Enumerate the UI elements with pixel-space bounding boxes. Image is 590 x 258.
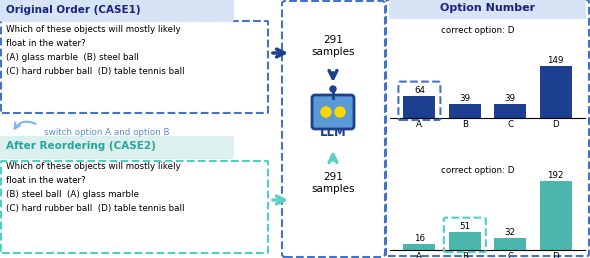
Text: switch option A and option B: switch option A and option B (44, 128, 169, 137)
Text: (A) glass marble  (B) steel ball: (A) glass marble (B) steel ball (6, 53, 139, 62)
Text: float in the water?: float in the water? (6, 176, 86, 185)
Text: 291
samples: 291 samples (312, 35, 355, 57)
Bar (404, 244, 435, 250)
Bar (494, 238, 526, 250)
FancyBboxPatch shape (312, 95, 354, 129)
Text: correct option: D: correct option: D (441, 26, 514, 35)
Text: A: A (417, 252, 422, 258)
Circle shape (321, 107, 331, 117)
Text: correct option: D: correct option: D (441, 166, 514, 175)
Bar (494, 104, 526, 118)
Text: C: C (507, 120, 513, 129)
Text: Which of these objects will mostly likely: Which of these objects will mostly likel… (6, 162, 181, 171)
FancyBboxPatch shape (0, 0, 234, 22)
Text: Original Order (CASE1): Original Order (CASE1) (6, 5, 140, 15)
Circle shape (335, 107, 345, 117)
Text: 64: 64 (414, 86, 425, 95)
Text: 39: 39 (459, 94, 470, 103)
Text: (B) steel ball  (A) glass marble: (B) steel ball (A) glass marble (6, 190, 139, 199)
Bar (449, 232, 481, 250)
Text: 291
samples: 291 samples (312, 172, 355, 194)
FancyBboxPatch shape (389, 0, 586, 19)
Text: D: D (552, 252, 559, 258)
Text: Option Number: Option Number (440, 3, 535, 13)
Text: (C) hard rubber ball  (D) table tennis ball: (C) hard rubber ball (D) table tennis ba… (6, 204, 185, 213)
Text: 16: 16 (414, 234, 425, 243)
Text: 39: 39 (504, 94, 516, 103)
Text: 32: 32 (504, 229, 516, 237)
FancyBboxPatch shape (282, 1, 385, 257)
Bar (540, 181, 572, 250)
FancyBboxPatch shape (1, 21, 268, 113)
Text: After Reordering (CASE2): After Reordering (CASE2) (6, 141, 156, 151)
Text: LLM: LLM (320, 126, 346, 139)
Bar (404, 96, 435, 118)
Text: float in the water?: float in the water? (6, 39, 86, 48)
Text: (C) hard rubber ball  (D) table tennis ball: (C) hard rubber ball (D) table tennis ba… (6, 67, 185, 76)
Bar (540, 66, 572, 118)
Text: 149: 149 (548, 56, 564, 65)
Text: B: B (462, 252, 468, 258)
Circle shape (330, 86, 336, 92)
Bar (449, 104, 481, 118)
Text: C: C (507, 252, 513, 258)
Text: 51: 51 (459, 222, 470, 231)
Text: D: D (552, 120, 559, 129)
Text: Which of these objects will mostly likely: Which of these objects will mostly likel… (6, 25, 181, 34)
Text: B: B (462, 120, 468, 129)
FancyBboxPatch shape (0, 136, 234, 159)
Text: A: A (417, 120, 422, 129)
FancyBboxPatch shape (1, 161, 268, 253)
Text: 192: 192 (548, 171, 564, 180)
